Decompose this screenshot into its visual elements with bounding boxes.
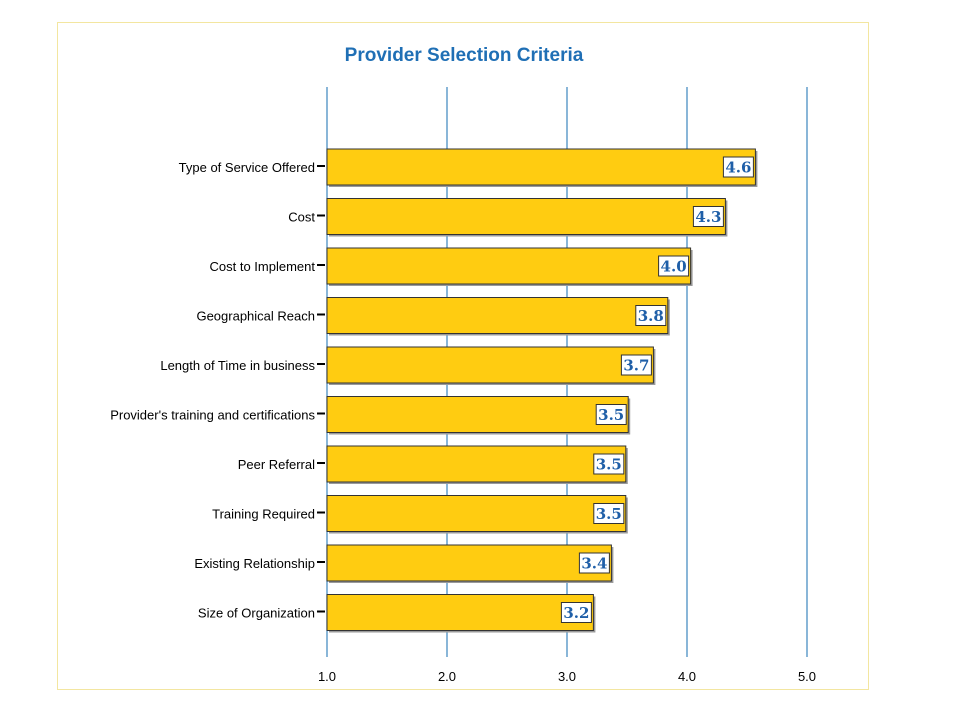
data-label-box — [722, 156, 754, 178]
bar — [326, 198, 726, 235]
data-label: 3.8 — [638, 307, 664, 325]
data-label: 3.4 — [581, 555, 607, 573]
data-label-box — [593, 503, 625, 524]
data-label-box — [578, 552, 610, 574]
category-label: Existing Relationship — [194, 556, 315, 571]
category-label: Geographical Reach — [196, 309, 315, 324]
bar — [326, 297, 669, 334]
bar — [326, 495, 627, 532]
category-label: Length of Time in business — [160, 358, 315, 373]
category-label: Provider's training and certifications — [110, 408, 315, 423]
chart-frame: Provider Selection Criteria 4.6 4.3 4.0 3.8… — [57, 22, 869, 690]
data-label: 3.7 — [623, 357, 649, 375]
data-label: 4.0 — [661, 258, 687, 276]
data-label-box — [560, 602, 592, 623]
data-label: 3.5 — [596, 456, 622, 474]
data-label: 3.5 — [596, 505, 622, 523]
tick-label: 3.0 — [558, 669, 576, 684]
data-label: 3.5 — [598, 406, 624, 424]
category-label: Cost — [288, 210, 315, 225]
data-label-box — [595, 404, 627, 425]
data-label-box — [635, 305, 667, 326]
data-label-box — [692, 206, 724, 227]
tick-label: 1.0 — [318, 669, 336, 684]
bar — [326, 594, 594, 631]
tick-label: 5.0 — [798, 669, 816, 684]
bar — [326, 544, 612, 582]
data-label-box — [593, 453, 625, 475]
category-label: Size of Organization — [198, 606, 315, 621]
tick-label: 2.0 — [438, 669, 456, 684]
data-label-box — [620, 354, 652, 376]
data-label: 4.3 — [695, 208, 721, 226]
tick-label: 4.0 — [678, 669, 696, 684]
bar — [326, 445, 627, 483]
data-label-box — [658, 255, 690, 277]
data-label: 4.6 — [725, 159, 751, 177]
bar — [326, 148, 756, 186]
bars-layer: 4.6 4.3 4.0 3.8 3.7 3.5 3.5 3.5 3.4 3.2 — [326, 148, 758, 633]
category-label: Peer Referral — [238, 457, 315, 472]
category-label: Type of Service Offered — [179, 160, 315, 175]
bar — [326, 247, 692, 285]
data-label: 3.2 — [563, 604, 589, 622]
category-label: Cost to Implement — [210, 259, 316, 274]
bar — [326, 346, 654, 384]
value-axis: 1.0 2.0 3.0 4.0 5.0 — [318, 669, 816, 684]
category-label: Training Required — [212, 507, 315, 522]
category-axis: Type of Service Offered Cost Cost to Imple… — [110, 160, 325, 621]
chart-svg: Provider Selection Criteria 4.6 4.3 4.0 3.8… — [110, 45, 816, 684]
bar — [326, 396, 629, 433]
chart-title: Provider Selection Criteria — [345, 45, 584, 66]
